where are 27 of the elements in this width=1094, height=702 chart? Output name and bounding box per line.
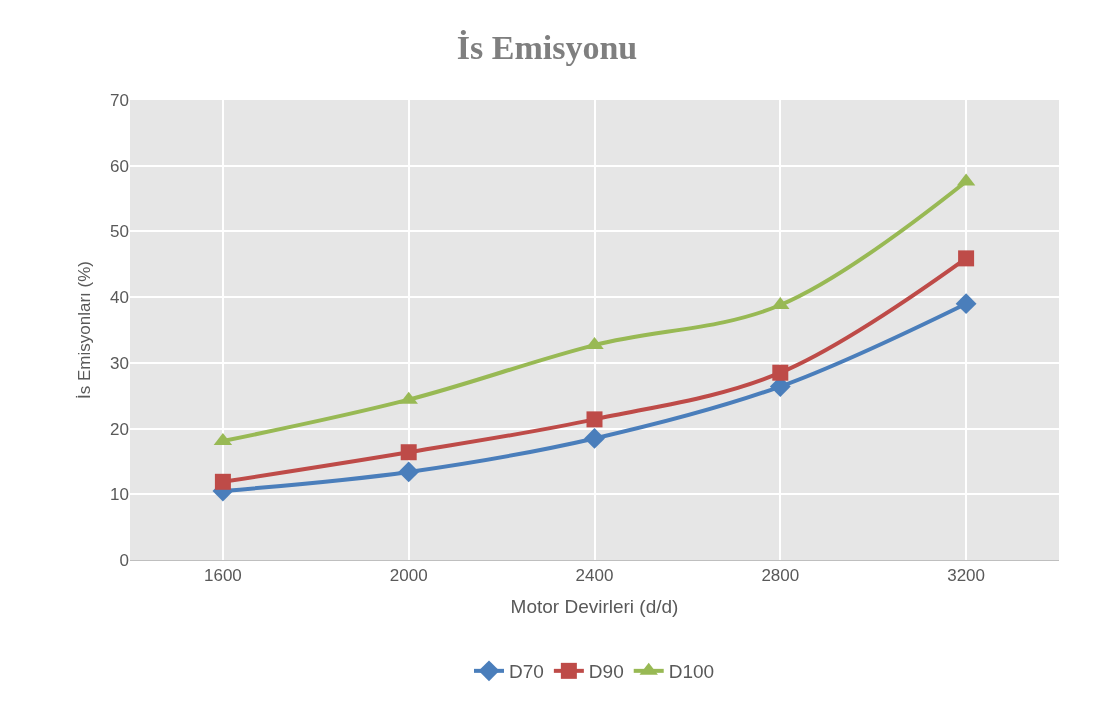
x-tick-label: 1600 xyxy=(203,566,242,586)
point xyxy=(772,364,789,381)
point xyxy=(586,411,603,428)
x-tick-label: 3200 xyxy=(947,566,986,586)
y-tick-label: 0 xyxy=(119,550,129,570)
legend-label: D70 xyxy=(509,661,544,683)
y-tick-label: 70 xyxy=(110,90,129,110)
y-tick-label: 60 xyxy=(110,156,129,176)
point xyxy=(214,473,231,490)
y-tick-label: 50 xyxy=(110,222,129,242)
x-axis-title: Motor Devirleri (d/d) xyxy=(510,596,679,618)
x-tick-label: 2000 xyxy=(389,566,428,586)
legend-label: D100 xyxy=(668,661,715,683)
y-tick-label: 20 xyxy=(110,419,129,439)
point xyxy=(955,293,977,315)
y-tick-label: 40 xyxy=(110,288,129,308)
y-tick-label: 10 xyxy=(110,485,129,505)
point xyxy=(584,428,605,449)
y-tick-label: 30 xyxy=(110,353,129,373)
chart-title: İs Emisyonu xyxy=(456,28,638,66)
point xyxy=(400,444,417,461)
x-tick-label: 2800 xyxy=(761,566,800,586)
legend-label: D90 xyxy=(588,661,624,683)
y-axis-title: İs Emisyonları (%) xyxy=(74,261,94,399)
point xyxy=(958,250,975,267)
x-tick-label: 2400 xyxy=(575,566,614,586)
point xyxy=(398,461,420,483)
